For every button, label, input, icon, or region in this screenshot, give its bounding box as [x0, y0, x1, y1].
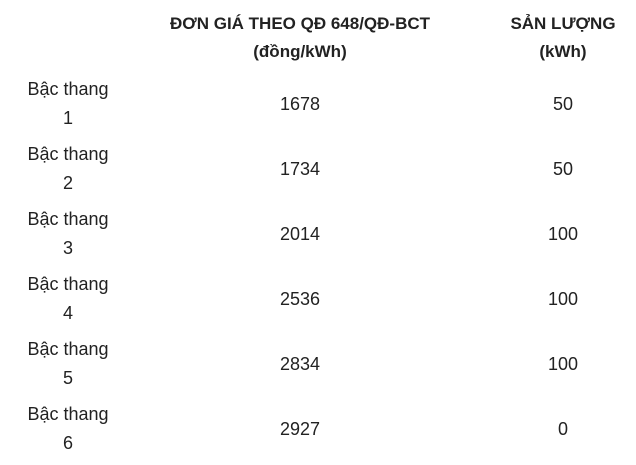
table-row: Bậc thang 1 1678 50: [0, 75, 636, 140]
tier-label-text: Bậc thang: [27, 144, 109, 164]
tier-label-number: 5: [62, 368, 73, 388]
tier-label-number: 1: [62, 108, 73, 128]
tier-price: 2927: [279, 419, 321, 439]
tier-label-text: Bậc thang: [27, 209, 109, 229]
tier-price: 1734: [279, 159, 321, 179]
header-quantity-unit: (kWh): [539, 42, 587, 61]
tier-label: Bậc thang 2: [0, 140, 136, 198]
header-quantity-title: SẢN LƯỢNG: [510, 14, 616, 33]
tier-label-text: Bậc thang: [27, 339, 109, 359]
header-unit-price-unit: (đồng/kWh): [253, 42, 347, 61]
tier-price: 2536: [279, 289, 321, 309]
header-quantity: SẢN LƯỢNG (kWh): [490, 10, 636, 66]
tier-quantity: 50: [552, 94, 574, 114]
tier-label: Bậc thang 4: [0, 270, 136, 328]
table-row: Bậc thang 3 2014 100: [0, 205, 636, 270]
tier-label: Bậc thang 6: [0, 400, 136, 458]
tier-price: 2834: [279, 354, 321, 374]
tier-label-number: 4: [62, 303, 73, 323]
tier-label-number: 2: [62, 173, 73, 193]
tier-quantity: 0: [557, 419, 568, 439]
tier-label-text: Bậc thang: [27, 79, 109, 99]
tier-price: 2014: [279, 224, 321, 244]
tier-label-number: 6: [62, 433, 73, 453]
tier-label-text: Bậc thang: [27, 404, 109, 424]
tier-label: Bậc thang 1: [0, 75, 136, 133]
tier-label-number: 3: [62, 238, 73, 258]
tier-label: Bậc thang 3: [0, 205, 136, 263]
tier-quantity: 50: [552, 159, 574, 179]
tier-price: 1678: [279, 94, 321, 114]
tier-quantity: 100: [547, 354, 579, 374]
table-row: Bậc thang 5 2834 100: [0, 335, 636, 400]
table-row: Bậc thang 4 2536 100: [0, 270, 636, 335]
table-header: ĐƠN GIÁ THEO QĐ 648/QĐ-BCT (đồng/kWh) SẢ…: [0, 10, 636, 70]
tier-quantity: 100: [547, 289, 579, 309]
header-unit-price: ĐƠN GIÁ THEO QĐ 648/QĐ-BCT (đồng/kWh): [130, 10, 470, 66]
tier-quantity: 100: [547, 224, 579, 244]
tier-label-text: Bậc thang: [27, 274, 109, 294]
table-row: Bậc thang 6 2927 0: [0, 400, 636, 465]
table-row: Bậc thang 2 1734 50: [0, 140, 636, 205]
header-unit-price-title: ĐƠN GIÁ THEO QĐ 648/QĐ-BCT: [169, 14, 431, 33]
tier-label: Bậc thang 5: [0, 335, 136, 393]
